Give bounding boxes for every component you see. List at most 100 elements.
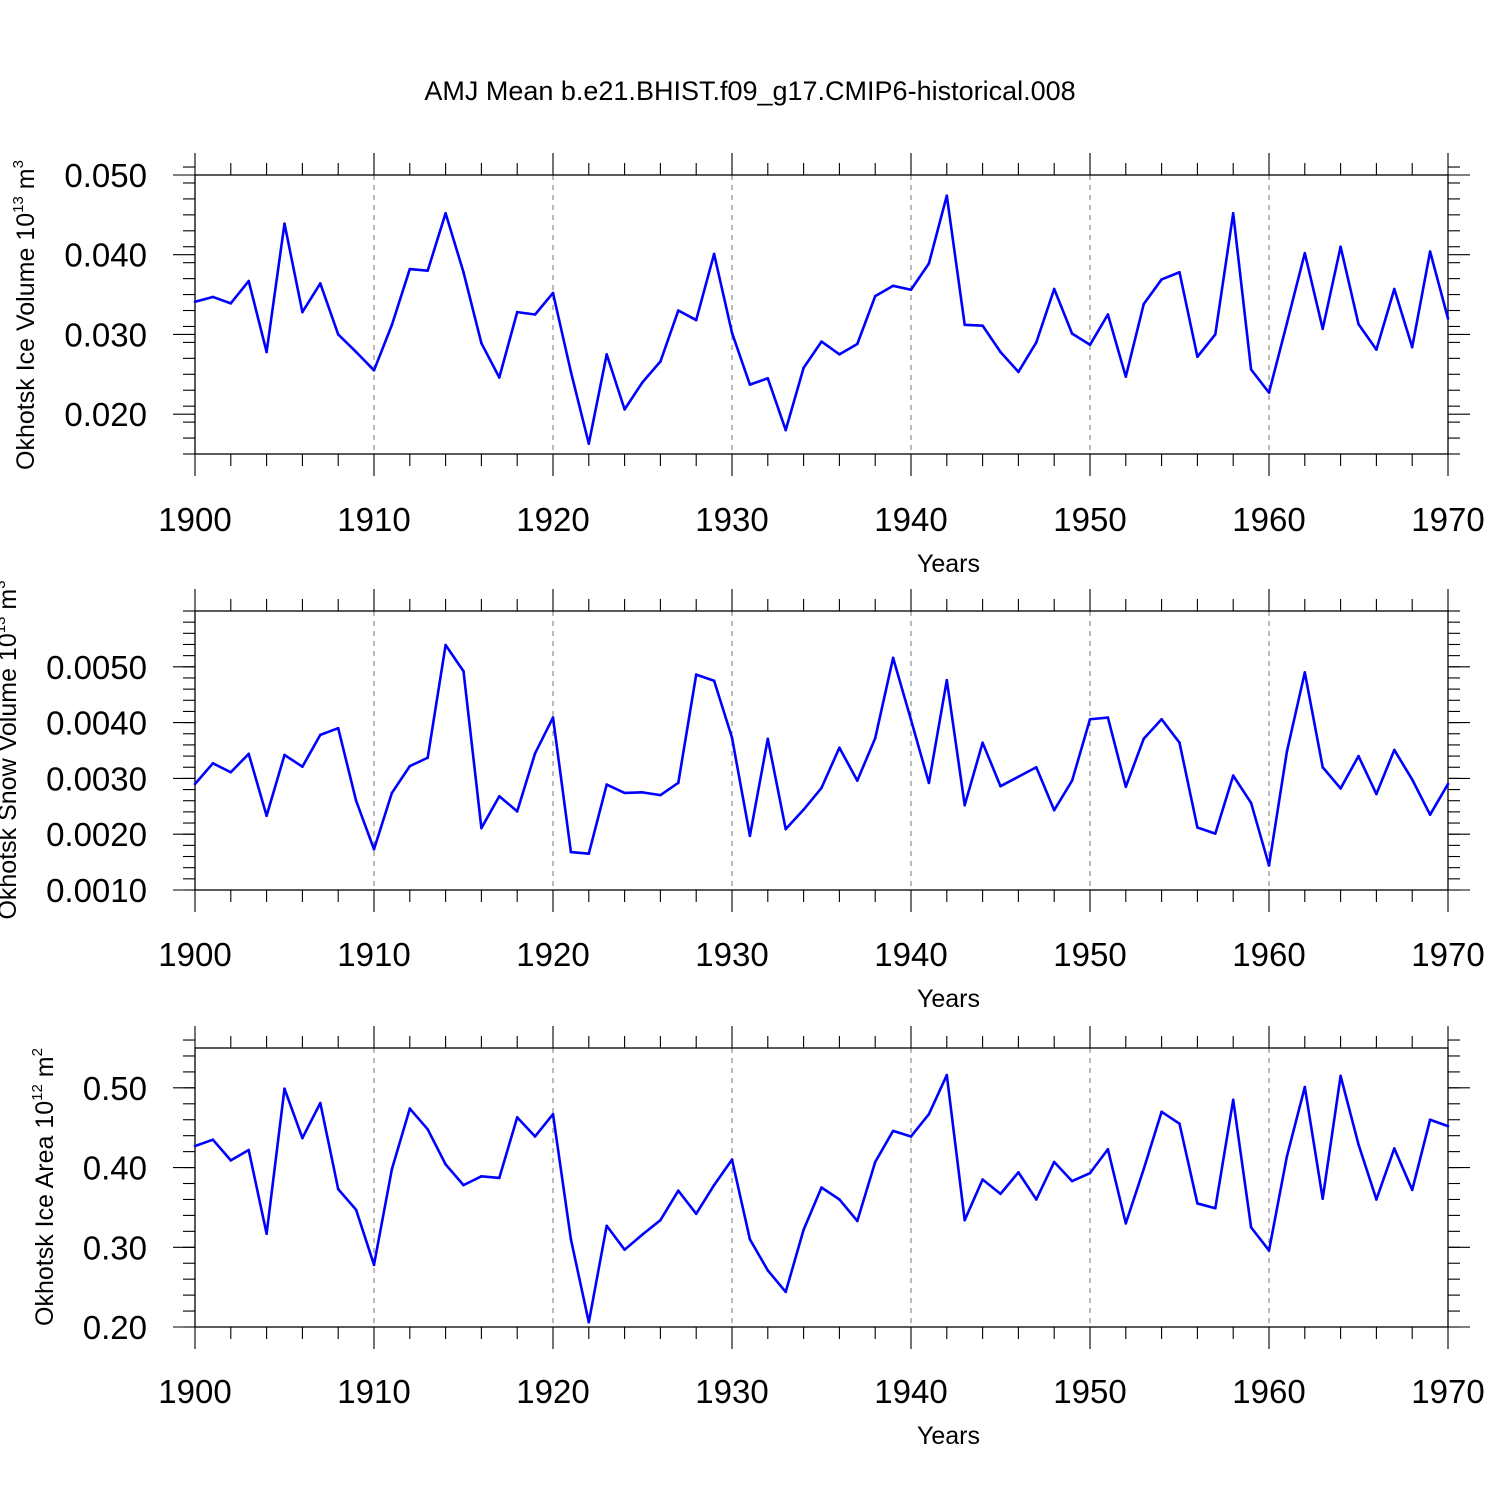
ice-area-data-point: [1160, 1110, 1163, 1114]
ice-volume-data-point: [1375, 348, 1378, 351]
snow-volume-data-point: [909, 718, 913, 722]
ice-area-y-tick-label: 0.50: [83, 1070, 147, 1107]
ice-volume-data-point: [802, 366, 805, 370]
ice-area-data-point: [1231, 1098, 1235, 1102]
snow-volume-data-point: [1428, 813, 1432, 816]
ice-area-data-point: [551, 1112, 555, 1116]
ice-volume-data-point: [1285, 321, 1289, 325]
snow-volume-data-point: [1357, 754, 1360, 758]
snow-volume-data-point: [927, 781, 931, 785]
ice-area-data-point: [1428, 1118, 1432, 1122]
ice-volume-data-point: [211, 295, 215, 299]
ice-volume-data-point: [1178, 270, 1181, 274]
ice-area-data-point: [1142, 1167, 1145, 1171]
snow-volume-x-tick-label: 1950: [1053, 936, 1126, 973]
ice-area-data-point: [712, 1183, 716, 1187]
ice-volume-data-point: [1339, 245, 1342, 249]
snow-volume-data-point: [1410, 778, 1414, 781]
snow-volume-data-point: [677, 781, 680, 785]
snow-volume-data-point: [408, 764, 412, 768]
ice-volume-plot-frame: [194, 174, 1449, 455]
snow-volume-y-tick-label: 0.0020: [46, 816, 147, 853]
snow-volume-y-tick-label: 0.0030: [46, 760, 147, 797]
snow-volume-data-point: [247, 752, 250, 756]
ice-area-data-point: [515, 1116, 519, 1119]
ice-area-data-point: [641, 1233, 644, 1236]
snow-volume-data-point: [1446, 782, 1450, 786]
snow-volume-plot-frame: [194, 610, 1449, 891]
snow-volume-data-point: [587, 852, 591, 856]
snow-volume-y-axis-label: Okhotsk Snow Volume 1013 m3: [0, 580, 22, 919]
ice-area-data-point: [283, 1087, 286, 1090]
ice-volume-data-point: [1088, 343, 1092, 347]
snow-volume-data-point: [569, 850, 573, 854]
snow-volume-data-point: [1106, 716, 1110, 719]
ice-area-data-point: [945, 1073, 949, 1077]
ice-volume-data-point: [730, 331, 734, 335]
ice-area-data-point: [748, 1238, 752, 1241]
snow-volume-data-point: [838, 746, 841, 750]
snow-volume-data-point: [873, 736, 877, 740]
ice-area-data-point: [1088, 1171, 1092, 1175]
snow-volume-data-point: [1249, 801, 1253, 805]
snow-volume-data-point: [390, 791, 394, 795]
ice-area-y-tick-label: 0.40: [83, 1150, 147, 1187]
ice-volume-data-point: [766, 376, 770, 380]
ice-area-data-point: [694, 1212, 698, 1216]
ice-area-data-point: [784, 1290, 787, 1294]
ice-area-data-point: [659, 1218, 662, 1222]
snow-volume-data-point: [283, 753, 286, 757]
ice-area-data-point: [390, 1167, 394, 1171]
snow-volume-data-point: [211, 762, 215, 765]
ice-volume-data-point: [533, 313, 537, 316]
snow-volume-data-point: [265, 814, 268, 818]
ice-volume-data-point: [748, 383, 752, 386]
snow-volume-data-point: [1035, 765, 1038, 769]
snow-volume-data-point: [623, 791, 626, 795]
ice-area-data-point: [838, 1198, 841, 1201]
ice-area-data-point: [319, 1101, 322, 1105]
ice-volume-data-point: [1446, 317, 1450, 320]
ice-volume-data-point: [265, 350, 268, 354]
ice-area-data-point: [265, 1232, 268, 1236]
ice-volume-panel: 1900 1910 1920 1930 1940 1950 1960 1970 0.020 0.0…: [10, 153, 1485, 578]
ice-volume-data-point: [712, 252, 716, 256]
ice-area-data-point: [444, 1163, 447, 1166]
ice-volume-x-axis-label: Years: [917, 550, 980, 578]
snow-volume-data-point: [1321, 765, 1324, 769]
snow-volume-data-point: [1214, 832, 1217, 835]
ice-volume-data-point: [927, 262, 931, 265]
ice-volume-data-point: [1214, 333, 1217, 336]
ice-area-y-tick-label: 0.20: [83, 1309, 147, 1346]
ice-volume-data-point: [856, 342, 859, 346]
ice-volume-data-point: [1231, 211, 1235, 215]
ice-volume-data-point: [1357, 322, 1360, 326]
ice-volume-data-point: [1017, 370, 1020, 374]
snow-volume-x-tick-label: 1920: [516, 936, 589, 973]
ice-volume-data-point: [1070, 332, 1074, 335]
ice-area-data-point: [927, 1112, 931, 1116]
ice-area-data-point: [605, 1224, 608, 1228]
ice-volume-y-axis-label: Okhotsk Ice Volume 1013 m3: [10, 160, 40, 470]
ice-volume-x-tick-label: 1940: [874, 501, 947, 538]
ice-area-data-point: [1303, 1085, 1307, 1089]
ice-area-data-point: [1035, 1198, 1038, 1201]
ice-volume-y-tick-label: 0.050: [64, 157, 147, 194]
ice-area-data-point: [426, 1128, 430, 1131]
ice-volume-data-point: [1196, 355, 1199, 359]
ice-area-data-point: [1017, 1171, 1020, 1174]
ice-area-data-point: [336, 1187, 340, 1191]
snow-volume-data-point: [1303, 671, 1307, 674]
ice-area-x-tick-label: 1910: [337, 1373, 410, 1410]
snow-volume-x-axis-label: Years: [917, 985, 980, 1013]
snow-volume-x-tick-label: 1930: [695, 936, 768, 973]
ice-volume-y-tick-label: 0.030: [64, 316, 147, 353]
snow-volume-data-point: [444, 643, 447, 647]
snow-volume-series-line: [194, 643, 1450, 867]
snow-volume-data-point: [981, 741, 984, 744]
ice-area-data-point: [1375, 1198, 1378, 1201]
snow-volume-data-point: [319, 733, 322, 737]
ice-area-data-point: [1124, 1222, 1128, 1225]
ice-volume-data-point: [909, 288, 913, 292]
snow-volume-data-point: [963, 803, 966, 807]
